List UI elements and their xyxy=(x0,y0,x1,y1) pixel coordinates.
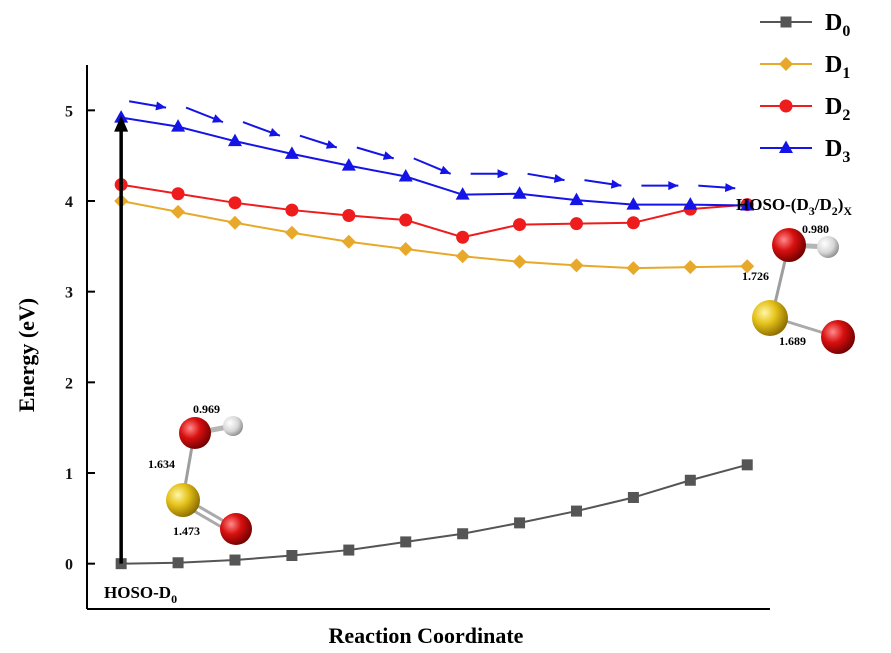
dashed-arrow-head xyxy=(497,169,508,179)
series-line-D3 xyxy=(120,116,748,207)
dashed-arrow-head xyxy=(610,179,622,189)
y-tick-label: 2 xyxy=(65,375,73,392)
data-point-D2 xyxy=(228,196,242,210)
sulfur-atom xyxy=(752,300,788,336)
legend: D0 D1 D2 D3 xyxy=(760,10,850,166)
dashed-arrow-head xyxy=(439,165,451,175)
bond-length-so-double: 1.473 xyxy=(173,524,200,538)
data-point-D3 xyxy=(398,169,413,182)
data-point-D3 xyxy=(569,192,584,206)
data-point-D3 xyxy=(683,197,698,210)
bond-length-so-single: 1.726 xyxy=(742,269,769,283)
data-point-D0 xyxy=(172,557,184,569)
oxygen-atom xyxy=(220,513,252,545)
data-point-D2 xyxy=(342,209,356,223)
dashed-arrow-head xyxy=(268,128,280,137)
data-point-D2 xyxy=(626,216,640,230)
data-point-D1 xyxy=(740,259,755,274)
dashed-arrow-head xyxy=(325,140,337,149)
data-point-D0 xyxy=(400,536,412,548)
bond-length-so-double: 1.689 xyxy=(779,334,806,348)
label-hoso-d0: HOSO-D0 xyxy=(104,583,177,606)
series-line-D0 xyxy=(121,463,748,565)
legend-marker xyxy=(779,99,793,113)
molecule-excited-state: 0.980 1.726 1.689 xyxy=(742,222,855,354)
legend-label: D0 xyxy=(825,10,850,40)
data-point-D1 xyxy=(626,261,641,276)
data-point-D1 xyxy=(398,242,413,257)
data-point-D0 xyxy=(514,517,526,529)
data-point-D1 xyxy=(341,234,356,249)
data-point-D1 xyxy=(569,258,584,273)
y-axis-title: Energy (eV) xyxy=(14,298,39,412)
data-point-D3 xyxy=(341,158,356,171)
plot-area xyxy=(114,100,755,570)
excitation-arrow-head xyxy=(114,115,129,132)
data-point-D1 xyxy=(455,249,470,264)
data-point-D0 xyxy=(229,554,241,566)
data-point-D1 xyxy=(227,215,242,230)
oxygen-atom xyxy=(772,228,806,262)
data-point-D0 xyxy=(457,528,469,540)
legend-label: D3 xyxy=(825,136,850,166)
y-tick-label: 1 xyxy=(65,466,73,483)
bond-length-oh: 0.969 xyxy=(193,402,220,416)
y-tick-label: 3 xyxy=(65,285,73,302)
data-point-D3 xyxy=(455,187,470,200)
molecule-ground-state: 0.969 1.634 1.473 xyxy=(148,402,252,545)
data-point-D0 xyxy=(343,544,355,556)
data-point-D2 xyxy=(569,217,583,231)
data-point-D3 xyxy=(626,197,641,210)
legend-label: D2 xyxy=(825,94,850,124)
sulfur-atom xyxy=(166,483,200,517)
y-tick-label: 0 xyxy=(65,557,73,574)
data-point-D3 xyxy=(740,198,755,211)
legend-marker xyxy=(779,140,793,153)
data-point-D2 xyxy=(399,213,413,227)
bond-length-so-single: 1.634 xyxy=(148,457,175,471)
y-tick-label: 5 xyxy=(65,103,73,120)
dashed-arrow-head xyxy=(724,183,736,193)
data-point-D1 xyxy=(171,204,186,219)
data-point-D3 xyxy=(171,119,186,132)
dashed-arrow-head xyxy=(212,114,223,123)
dashed-arrow-head xyxy=(382,151,394,160)
data-point-D3 xyxy=(284,146,299,159)
data-point-D1 xyxy=(284,225,299,240)
hydrogen-atom xyxy=(223,416,243,436)
dashed-arrow-head xyxy=(668,181,679,191)
data-point-D2 xyxy=(456,230,470,244)
legend-marker xyxy=(780,16,792,28)
data-point-D0 xyxy=(627,491,639,503)
data-point-D0 xyxy=(684,474,696,486)
data-point-D2 xyxy=(171,187,185,201)
data-point-D0 xyxy=(741,459,753,471)
x-axis-title: Reaction Coordinate xyxy=(329,623,524,648)
data-point-D2 xyxy=(285,203,299,217)
y-ticks: 0 1 2 3 4 5 xyxy=(65,103,95,574)
oxygen-atom xyxy=(179,417,211,449)
data-point-D0 xyxy=(286,550,298,562)
legend-label: D1 xyxy=(825,52,850,82)
dashed-arrow-head xyxy=(155,101,167,111)
data-point-D1 xyxy=(683,260,698,275)
bond-length-oh: 0.980 xyxy=(802,222,829,236)
oxygen-atom xyxy=(821,320,855,354)
data-point-D3 xyxy=(227,133,242,147)
hydrogen-atom xyxy=(817,236,839,258)
dashed-arrow-head xyxy=(553,174,565,183)
data-point-D0 xyxy=(570,505,582,517)
series-line-D1 xyxy=(120,200,748,270)
legend-marker xyxy=(779,57,793,71)
data-point-D3 xyxy=(512,186,527,199)
y-tick-label: 4 xyxy=(65,194,73,211)
data-point-D1 xyxy=(512,254,527,269)
label-hoso-d3-d2-x: HOSO-(D3/D2)X xyxy=(736,195,852,218)
series-line-D2 xyxy=(120,183,748,239)
data-point-D2 xyxy=(513,218,527,232)
